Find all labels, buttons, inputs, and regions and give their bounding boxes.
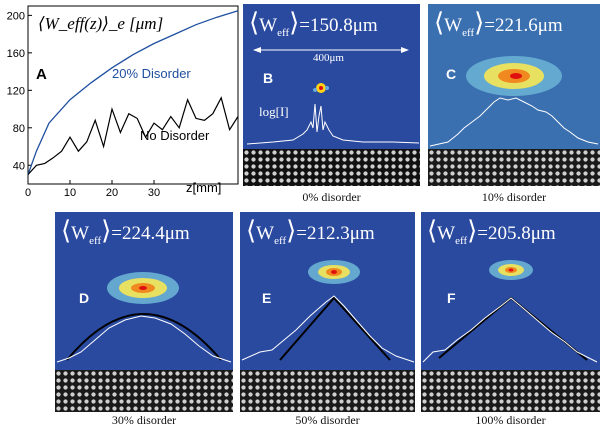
graph-x-label: z[mm] xyxy=(186,180,222,195)
panel-label-d: D xyxy=(79,290,90,306)
line-20pct-disorder xyxy=(27,10,239,175)
panel-label-b: B xyxy=(263,70,274,86)
log-i-label-b: log[I] xyxy=(259,104,289,119)
y-tick-label: 120 xyxy=(7,85,25,97)
weff-f: ⟨Weff⟩=205.8μm xyxy=(427,216,556,247)
lattice-f xyxy=(421,370,600,412)
y-tick-label: 200 xyxy=(7,10,25,22)
weff-e: ⟨Weff⟩=212.3μm xyxy=(246,216,375,247)
graph-y-label: ⟨W_eff(z)⟩_e [μm] xyxy=(38,14,164,33)
y-tick-label: 40 xyxy=(13,160,25,172)
weff-vs-z-chart: 0 10 20 30 40 80 120 160 200 xyxy=(7,5,239,198)
line-no-disorder xyxy=(27,96,239,176)
caption-b: 0% disorder xyxy=(302,190,361,204)
x-tick-label: 10 xyxy=(64,187,76,198)
caption-d: 30% disorder xyxy=(111,413,177,427)
y-tick-label: 160 xyxy=(7,48,25,60)
beam-image-b: ⟨Weff⟩=150.8μm 400μm B log[I] xyxy=(243,4,420,149)
lattice-e xyxy=(240,370,415,412)
series-label-disorder: 20% Disorder xyxy=(112,66,191,81)
beam-image-f: ⟨Weff⟩=205.8μm F xyxy=(421,212,600,370)
panel-label-f: F xyxy=(447,290,456,306)
lattice-b xyxy=(243,149,420,186)
panel-e: ⟨Weff⟩=212.3μm E 50% disorder xyxy=(240,212,415,431)
beam-image-c: ⟨Weff⟩=221.6μm C xyxy=(428,4,600,149)
x-tick-label: 20 xyxy=(106,187,118,198)
panel-c: ⟨Weff⟩=221.6μm C 10% disorder xyxy=(428,4,600,208)
y-tick-label: 80 xyxy=(13,123,25,135)
x-tick-label: 30 xyxy=(148,187,160,198)
caption-f: 100% disorder xyxy=(475,413,546,427)
weff-b: ⟨Weff⟩=150.8μm xyxy=(249,8,378,39)
weff-c: ⟨Weff⟩=221.6μm xyxy=(434,8,563,39)
x-tick-label: 0 xyxy=(25,187,31,198)
beam-image-d: ⟨Weff⟩=224.4μm D xyxy=(55,212,233,370)
scale-label-b: 400μm xyxy=(313,52,344,64)
weff-d: ⟨Weff⟩=224.4μm xyxy=(61,216,190,247)
lattice-d xyxy=(55,370,233,412)
graph-panel-label: A xyxy=(36,66,47,83)
beam-image-e: ⟨Weff⟩=212.3μm E xyxy=(240,212,415,370)
caption-e: 50% disorder xyxy=(295,413,360,427)
panel-d: ⟨Weff⟩=224.4μm D 30% disorder xyxy=(55,212,233,431)
panel-f: ⟨Weff⟩=205.8μm F 100% disorder xyxy=(421,212,600,431)
panel-b: ⟨Weff⟩=150.8μm 400μm B log[I] 0% disorde… xyxy=(243,4,420,208)
lattice-c xyxy=(428,149,600,186)
graph-panel-a: 0 10 20 30 40 80 120 160 200 ⟨W_eff(z)⟩_e [μm] A… xyxy=(0,0,242,198)
caption-c: 10% disorder xyxy=(481,190,547,204)
panel-label-c: C xyxy=(446,66,457,82)
panel-label-e: E xyxy=(262,290,272,306)
series-label-none: No Disorder xyxy=(140,128,210,143)
